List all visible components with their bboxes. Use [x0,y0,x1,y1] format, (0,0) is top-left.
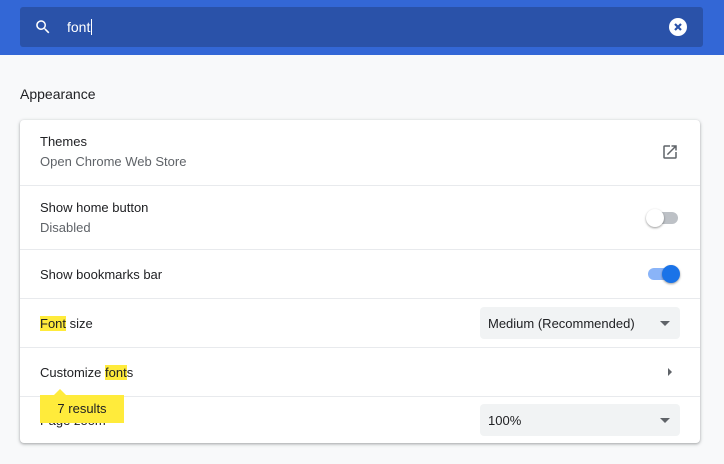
customize-fonts-row[interactable]: Customize fonts [20,347,700,396]
appearance-card: Themes Open Chrome Web Store Show home b… [20,120,700,443]
row-sublabel: Open Chrome Web Store [40,154,187,169]
row-label: Customize fonts [40,365,134,380]
open-in-new-icon[interactable] [661,143,679,161]
font-size-select[interactable]: Medium (Recommended) [480,307,680,339]
arrow-right-icon[interactable] [668,368,672,376]
row-label: Font size [40,316,93,331]
chevron-down-icon [660,418,670,423]
font-size-row: Font size Medium (Recommended) [20,298,700,347]
row-label: Show home button [40,200,149,215]
clear-icon[interactable] [669,18,687,36]
search-field[interactable]: font [20,7,703,47]
section-title: Appearance [20,86,96,102]
search-results-bubble: 7 results [40,389,124,423]
search-icon [36,20,50,34]
show-bookmarks-bar-row: Show bookmarks bar [20,249,700,298]
row-label: Themes [40,134,87,149]
row-sublabel: Disabled [40,220,91,235]
show-home-button-row: Show home button Disabled [20,185,700,249]
page-zoom-select[interactable]: 100% [480,404,680,436]
bookmarks-bar-toggle[interactable] [648,265,680,283]
themes-row[interactable]: Themes Open Chrome Web Store [20,120,700,185]
chevron-down-icon [660,321,670,326]
row-label: Show bookmarks bar [40,267,163,282]
home-button-toggle[interactable] [646,209,678,227]
header: font [0,0,724,55]
search-input[interactable]: font [67,19,93,35]
